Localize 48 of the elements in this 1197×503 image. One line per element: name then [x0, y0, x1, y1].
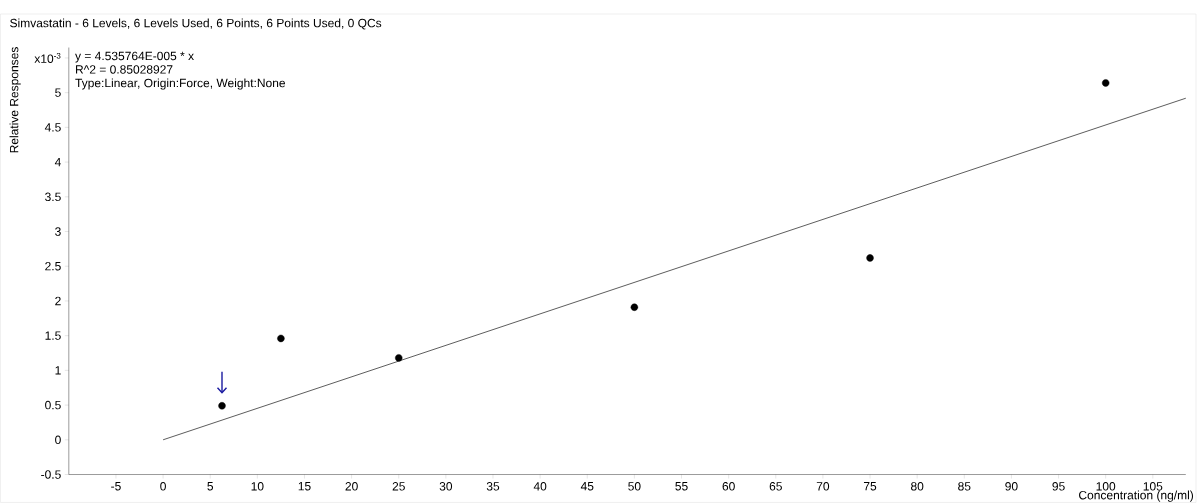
x-tick-label: 65 — [769, 482, 782, 491]
x-tick-label: 15 — [298, 482, 311, 491]
point — [218, 402, 226, 410]
annotation: y = 4.535764E-005 * x — [75, 51, 194, 63]
x-tick-label: 90 — [1005, 482, 1018, 491]
y-tick-label: 0 — [55, 435, 61, 445]
x-tick-label: 25 — [392, 482, 405, 491]
y-tick-label: 3 — [55, 227, 61, 236]
y-tick-label: 2 — [55, 296, 61, 306]
point — [395, 354, 403, 362]
y-tick-label: 3.5 — [45, 192, 61, 202]
x-tick-label: 10 — [251, 482, 264, 491]
point — [630, 303, 639, 311]
x-tick-label: 105 — [1143, 482, 1163, 491]
y-tick-label: 5 — [55, 88, 61, 97]
x-tick-label: 35 — [486, 482, 500, 491]
annotation: R^2 = 0.85028927 — [76, 65, 173, 74]
x-tick-label: 95 — [1052, 482, 1065, 491]
x-tick-label: 40 — [533, 482, 547, 491]
x-tick-label: 80 — [911, 482, 924, 491]
y-tick-label: x10$^{-3}$ — [34, 52, 61, 63]
x-tick-label: 5 — [207, 482, 214, 491]
y-tick-label: 1 — [55, 366, 61, 375]
x-axis-title: Concentration (ng/ml) — [1079, 490, 1194, 502]
x-tick-label: 50 — [628, 482, 641, 491]
y-tick-label: 4.5 — [44, 123, 61, 132]
y-tick-label: -0.5 — [41, 470, 61, 479]
x-tick-label: 20 — [345, 482, 358, 491]
x-tick-label: 45 — [580, 482, 594, 491]
y-tick-label: 0.5 — [45, 400, 61, 410]
y-axis-title: Relative Responses — [9, 47, 21, 153]
y-tick-label: 4 — [54, 157, 61, 167]
x-tick-label: 55 — [675, 482, 688, 491]
x-tick-label: 0 — [160, 482, 166, 491]
x-tick-label: 75 — [863, 482, 877, 491]
point — [277, 334, 285, 343]
x-tick-label: -5 — [111, 482, 121, 491]
annotation: Type:Linear, Origin:Force, Weight:None — [75, 78, 286, 90]
point — [1101, 79, 1110, 87]
chart-title: Simvastatin - 6 Levels, 6 Levels Used, 6 Points, 6 Points Used, 0 QCs — [10, 18, 382, 30]
y-tick-label: 2.5 — [45, 261, 61, 271]
x-tick-label: 60 — [722, 482, 735, 491]
x-tick-label: 70 — [816, 482, 830, 491]
x-tick-label: 100 — [1096, 482, 1116, 491]
x-tick-label: 85 — [958, 482, 971, 491]
x-tick-label: 30 — [439, 482, 453, 491]
y-tick-label: 1.5 — [45, 331, 61, 340]
point — [866, 254, 874, 262]
